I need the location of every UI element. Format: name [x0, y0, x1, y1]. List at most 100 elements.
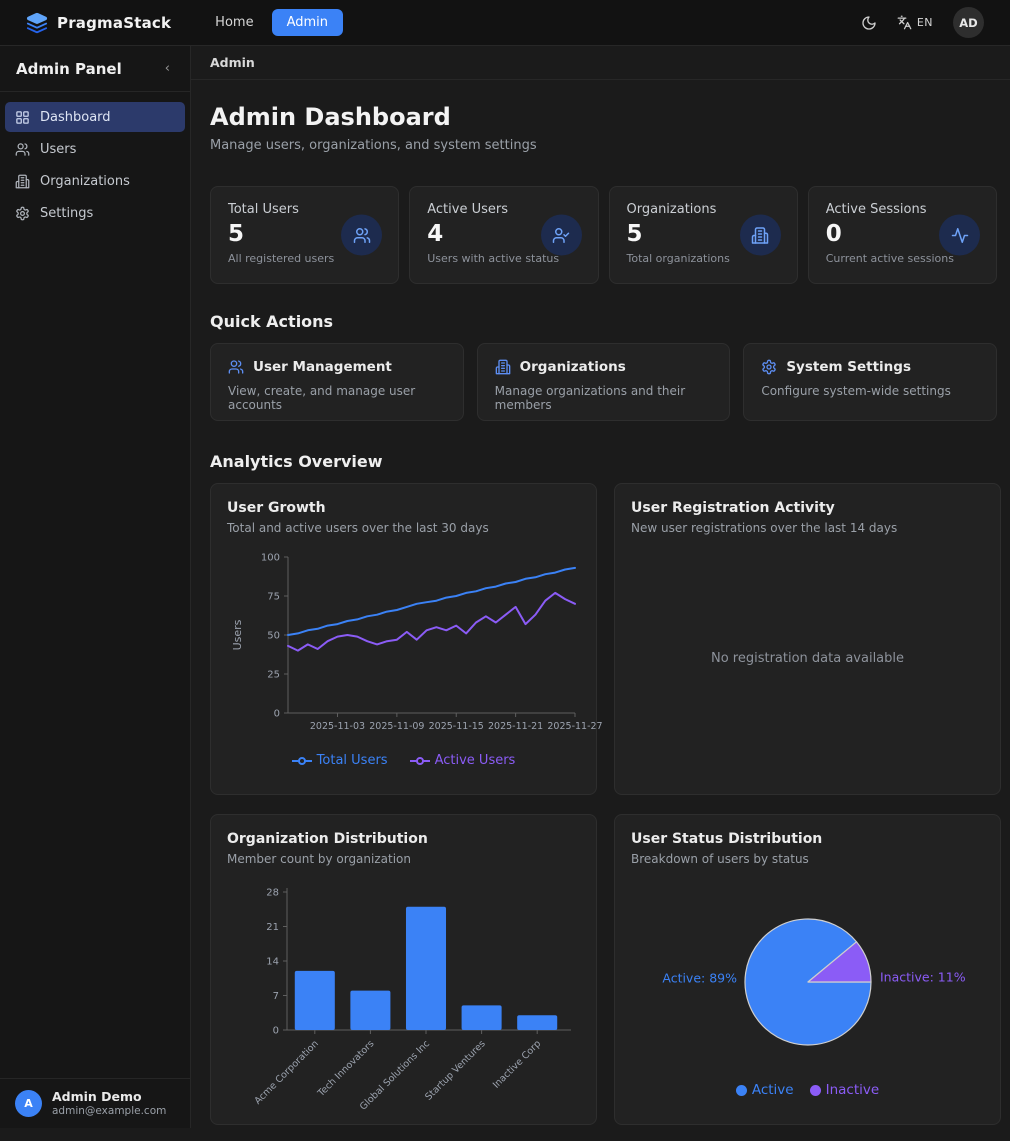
svg-text:2025-11-03: 2025-11-03: [310, 721, 365, 732]
pie-chart-legend: Active Inactive: [615, 1082, 1000, 1098]
nav-links: Home Admin: [205, 9, 861, 36]
user-status-pie-chart: Active: 89%Inactive: 11%: [631, 876, 984, 1088]
user-growth-card: User Growth Total and active users over …: [210, 483, 597, 795]
user-status-distribution-card: User Status Distribution Breakdown of us…: [614, 814, 1001, 1125]
organization-distribution-card: Organization Distribution Member count b…: [210, 814, 597, 1125]
svg-text:Tech Innovators: Tech Innovators: [315, 1038, 376, 1099]
user-growth-line-chart: 0 25 50 75 100 2025-11-03 2025-11-09 2025-11-15…: [227, 545, 580, 745]
user-check-icon: [541, 215, 582, 256]
line-chart-legend: Total Users Active Users: [227, 753, 580, 768]
svg-text:Inactive: 11%: Inactive: 11%: [880, 969, 966, 984]
svg-text:21: 21: [266, 922, 279, 933]
gear-icon: [761, 359, 777, 375]
quick-action-organizations[interactable]: Organizations Manage organizations and t…: [477, 343, 731, 421]
chart-subtitle: Breakdown of users by status: [631, 852, 984, 866]
legend-label-total-users: Total Users: [317, 753, 388, 768]
svg-text:7: 7: [273, 991, 279, 1002]
quick-action-system-settings[interactable]: System Settings Configure system-wide se…: [743, 343, 997, 421]
avatar: A: [15, 1090, 42, 1117]
svg-text:Inactive Corp: Inactive Corp: [491, 1038, 543, 1090]
chart-title: User Registration Activity: [631, 500, 984, 516]
user-avatar[interactable]: AD: [953, 7, 984, 38]
theme-toggle-button[interactable]: [861, 15, 877, 31]
building-icon: [15, 174, 30, 189]
svg-text:50: 50: [267, 631, 280, 642]
chart-subtitle: New user registrations over the last 14 …: [631, 521, 984, 535]
building-icon: [495, 359, 511, 375]
svg-text:2025-11-21: 2025-11-21: [488, 721, 543, 732]
svg-text:28: 28: [266, 888, 279, 899]
translate-icon: [897, 15, 912, 30]
breadcrumb[interactable]: Admin: [210, 55, 255, 70]
chart-title: User Status Distribution: [631, 831, 984, 847]
legend-label-active-users: Active Users: [435, 753, 516, 768]
svg-text:2025-11-15: 2025-11-15: [429, 721, 484, 732]
page-title: Admin Dashboard: [210, 103, 997, 131]
registration-activity-card: User Registration Activity New user regi…: [614, 483, 1001, 795]
svg-text:2025-11-27: 2025-11-27: [547, 721, 602, 732]
legend-label-inactive: Inactive: [826, 1082, 880, 1098]
sidebar-collapse-button[interactable]: ‹: [159, 59, 176, 78]
stat-card-total-users: Total Users 5 All registered users: [210, 186, 399, 284]
users-icon: [15, 142, 30, 157]
quick-action-user-management[interactable]: User Management View, create, and manage…: [210, 343, 464, 421]
sidebar-item-dashboard[interactable]: Dashboard: [5, 102, 185, 132]
legend-dot-inactive: [810, 1085, 821, 1096]
brand-name: PragmaStack: [57, 14, 171, 32]
quick-action-caption: Configure system-wide settings: [761, 384, 979, 398]
quick-action-title: User Management: [253, 359, 392, 375]
svg-text:Startup Ventures: Startup Ventures: [423, 1038, 487, 1102]
brand[interactable]: PragmaStack: [26, 12, 171, 34]
sidebar-item-organizations[interactable]: Organizations: [5, 166, 185, 196]
quick-action-caption: Manage organizations and their members: [495, 384, 713, 412]
svg-text:14: 14: [266, 957, 279, 968]
users-icon: [228, 359, 244, 375]
legend-dot-active: [736, 1085, 747, 1096]
chart-title: Organization Distribution: [227, 831, 580, 847]
sidebar-item-settings[interactable]: Settings: [5, 198, 185, 228]
sidebar-item-label: Organizations: [40, 174, 130, 189]
main-content: Admin Admin Dashboard Manage users, orga…: [191, 46, 1010, 1128]
sidebar-header: Admin Panel ‹: [0, 46, 190, 92]
nav-link-admin[interactable]: Admin: [272, 9, 343, 36]
quick-action-title: Organizations: [520, 359, 626, 375]
svg-text:Users: Users: [231, 619, 244, 650]
charts-grid: User Growth Total and active users over …: [210, 483, 997, 1125]
chart-title: User Growth: [227, 500, 580, 516]
sidebar-user-email: admin@example.com: [52, 1105, 166, 1118]
svg-text:100: 100: [261, 553, 280, 564]
sidebar-item-label: Users: [40, 142, 76, 157]
sidebar-user-section[interactable]: A Admin Demo admin@example.com: [0, 1078, 190, 1128]
navbar-actions: EN AD: [861, 7, 984, 38]
stat-card-organizations: Organizations 5 Total organizations: [609, 186, 798, 284]
svg-text:2025-11-09: 2025-11-09: [369, 721, 424, 732]
legend-label-active: Active: [752, 1082, 794, 1098]
language-label: EN: [917, 16, 933, 29]
stat-card-active-sessions: Active Sessions 0 Current active session…: [808, 186, 997, 284]
sidebar-item-label: Settings: [40, 206, 93, 221]
nav-link-home[interactable]: Home: [205, 9, 263, 36]
analytics-heading: Analytics Overview: [210, 452, 997, 471]
legend-line-icon: [410, 756, 430, 766]
dashboard-grid-icon: [15, 110, 30, 125]
svg-text:75: 75: [267, 592, 280, 603]
breadcrumb-bar: Admin: [191, 46, 1010, 80]
users-icon: [341, 215, 382, 256]
sidebar-item-users[interactable]: Users: [5, 134, 185, 164]
chart-subtitle: Total and active users over the last 30 …: [227, 521, 580, 535]
quick-actions-row: User Management View, create, and manage…: [210, 343, 997, 421]
chart-subtitle: Member count by organization: [227, 852, 580, 866]
svg-text:0: 0: [273, 1026, 279, 1037]
svg-text:0: 0: [274, 709, 280, 720]
svg-text:25: 25: [267, 670, 280, 681]
sidebar-user-name: Admin Demo: [52, 1089, 166, 1105]
language-switcher[interactable]: EN: [897, 15, 933, 30]
sidebar-item-label: Dashboard: [40, 110, 111, 125]
quick-action-caption: View, create, and manage user accounts: [228, 384, 446, 412]
legend-line-icon: [292, 756, 312, 766]
quick-actions-heading: Quick Actions: [210, 312, 997, 331]
gear-icon: [15, 206, 30, 221]
sidebar: Admin Panel ‹ Dashboard Users: [0, 46, 191, 1128]
layers-logo-icon: [26, 12, 48, 34]
